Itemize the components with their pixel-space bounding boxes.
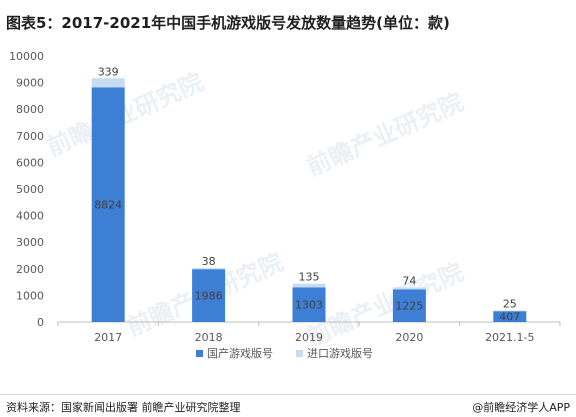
x-tick-label: 2019 (295, 331, 323, 344)
y-tick-label: 3000 (16, 236, 44, 249)
bar-domestic (192, 269, 226, 322)
y-tick-label: 2000 (16, 263, 44, 276)
bar-domestic (392, 289, 426, 322)
bar-imported (493, 310, 527, 312)
chart-title: 图表5：2017-2021年中国手机游戏版号发放数量趋势(单位：款) (6, 14, 450, 32)
bar-imported (292, 283, 326, 288)
data-label-domestic: 1986 (195, 290, 223, 303)
bar-domestic (493, 311, 527, 322)
x-tick-label: 2021.1-5 (485, 331, 534, 344)
x-tick-label: 2020 (395, 331, 423, 344)
data-label-imported: 74 (402, 274, 416, 287)
data-label-domestic: 8824 (94, 199, 122, 212)
y-tick-label: 6000 (16, 156, 44, 169)
legend-label: 进口游戏版号 (307, 346, 373, 360)
x-tick-label: 2017 (94, 331, 122, 344)
y-tick-label: 10000 (9, 50, 44, 63)
data-label-imported: 38 (202, 255, 216, 268)
legend-swatch (296, 350, 303, 357)
footer: 资料来源：国家新闻出版署 前瞻产业研究院整理 @前瞻经济学人APP (0, 394, 576, 417)
data-label-imported: 135 (299, 271, 320, 284)
y-tick-label: 4000 (16, 210, 44, 223)
bar-imported (192, 268, 226, 270)
data-label-domestic: 1225 (395, 300, 423, 313)
y-tick-label: 8000 (16, 103, 44, 116)
y-tick-label: 7000 (16, 130, 44, 143)
bar-domestic (292, 287, 326, 322)
bar-domestic (91, 87, 125, 322)
y-tick-label: 0 (37, 316, 44, 329)
y-tick-label: 9000 (16, 77, 44, 90)
data-label-imported: 25 (503, 298, 517, 311)
data-label-domestic: 407 (499, 311, 520, 324)
x-tick-label: 2018 (195, 331, 223, 344)
bar-imported (392, 287, 426, 290)
data-label-imported: 339 (98, 65, 119, 78)
bar-imported (91, 78, 125, 88)
bar-chart: 0 1000 2000 3000 4000 5000 6000 7000 8000 9000 100… (9, 50, 561, 360)
y-tick-label: 5000 (16, 183, 44, 196)
legend-label: 国产游戏版号 (207, 346, 273, 360)
legend-swatch (196, 350, 203, 357)
brand-label: @前瞻经济学人APP (472, 401, 570, 414)
source-label: 资料来源：国家新闻出版署 前瞻产业研究院整理 (6, 401, 241, 414)
data-label-domestic: 1303 (295, 299, 323, 312)
y-tick-label: 1000 (16, 289, 44, 302)
